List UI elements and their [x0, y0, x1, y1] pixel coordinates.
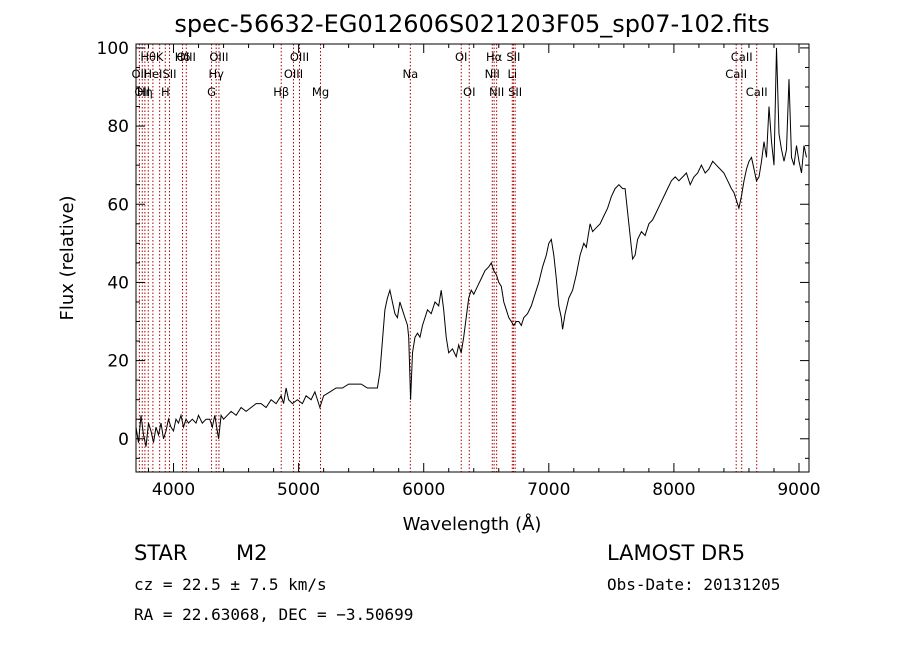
y-tick-label: 80: [107, 117, 129, 137]
line-label: SII: [508, 85, 522, 99]
spectrum-series: [135, 47, 807, 447]
chart-title: spec-56632-EG012606S021203F05_sp07-102.f…: [174, 10, 769, 38]
survey-name: LAMOST DR5: [607, 541, 745, 565]
line-label: HeI: [143, 67, 162, 81]
line-label: H: [161, 85, 170, 99]
x-axis-ticks: 4000 5000 6000 7000 8000 9000: [148, 44, 821, 500]
y-tick-label: 60: [107, 195, 129, 215]
object-class: STAR: [134, 541, 187, 565]
y-tick-label: 40: [107, 273, 129, 293]
x-tick-label: 4000: [152, 480, 195, 500]
spectrum-line: [135, 47, 807, 447]
line-label: G: [207, 85, 216, 99]
x-tick-label: 7000: [527, 480, 570, 500]
line-label: NII: [485, 67, 500, 81]
line-labels: OIIOIIHηHθHeIKHSIIHδOIIIGHγOIIIHβOIIIOII…: [131, 50, 767, 99]
line-label: OIII: [177, 50, 196, 64]
y-tick-label: 20: [107, 352, 129, 372]
x-tick-label: 9000: [777, 480, 820, 500]
line-label: OI: [463, 85, 475, 99]
line-label: K: [156, 50, 164, 64]
x-tick-label: 8000: [652, 480, 695, 500]
line-label: Hθ: [140, 50, 156, 64]
line-label: OII: [134, 85, 150, 99]
line-label: SII: [506, 50, 520, 64]
line-label: OIII: [284, 67, 303, 81]
line-label: Li: [507, 67, 517, 81]
ra-dec-coordinates: RA = 22.63068, DEC = −3.50699: [134, 605, 413, 624]
line-label: CaII: [731, 50, 753, 64]
y-axis-label: Flux (relative): [57, 195, 78, 320]
redshift-value: cz = 22.5 ± 7.5 km/s: [134, 575, 327, 594]
y-axis-ticks: 0 20 40 60 80 100: [97, 39, 809, 459]
line-label: OII: [131, 67, 147, 81]
object-subclass: M2: [236, 541, 267, 565]
plot-frame: [135, 43, 810, 473]
line-label: NII: [489, 85, 504, 99]
line-label: Hγ: [208, 67, 224, 81]
line-label: OIII: [290, 50, 309, 64]
line-label: OIII: [209, 50, 228, 64]
line-label: CaII: [746, 85, 768, 99]
line-markers: [138, 44, 758, 472]
y-tick-label: 0: [118, 430, 129, 450]
line-label: CaII: [725, 67, 747, 81]
line-label: Hβ: [273, 85, 289, 99]
line-label: Hη: [137, 85, 153, 99]
line-label: Na: [403, 67, 419, 81]
line-label: Hα: [486, 50, 503, 64]
x-tick-label: 6000: [402, 480, 445, 500]
x-tick-label: 5000: [277, 480, 320, 500]
x-axis-label: Wavelength (Å): [403, 513, 542, 535]
observation-date: Obs-Date: 20131205: [607, 575, 780, 594]
line-label: OI: [455, 50, 467, 64]
line-label: SII: [162, 67, 176, 81]
line-label: Mg: [312, 85, 329, 99]
y-tick-label: 100: [97, 39, 129, 59]
line-label: Hδ: [175, 50, 191, 64]
